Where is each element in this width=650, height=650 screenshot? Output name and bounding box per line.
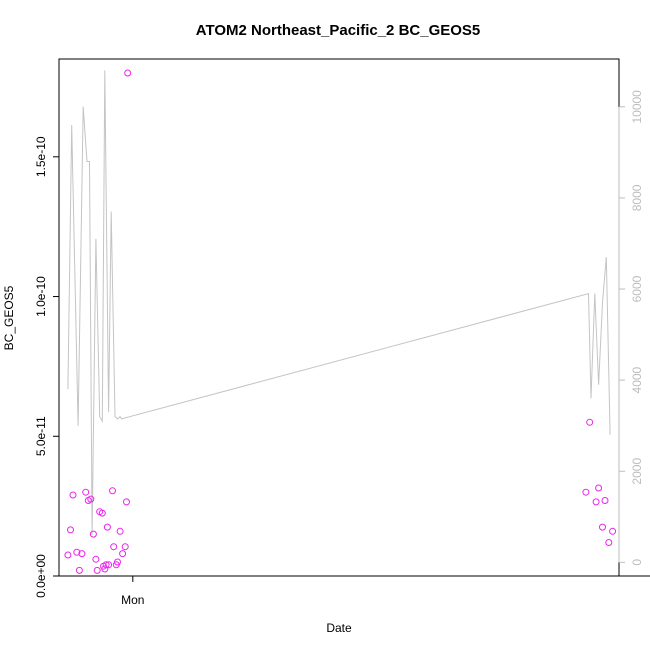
right-axis-tick-label: 2000 [630, 458, 644, 485]
data-point [82, 488, 90, 496]
left-axis: 0.0e+00 5.0e-11 1.0e-10 1.5e-10 [34, 136, 60, 598]
y-axis-label: BC_GEOS5 [2, 285, 16, 350]
data-point [105, 561, 113, 569]
data-point [89, 530, 97, 538]
data-point [114, 558, 121, 566]
left-axis-tick-label: 1.0e-10 [34, 276, 48, 317]
right-axis-tick-label: 10000 [630, 90, 644, 124]
left-axis-tick-label: 1.5e-10 [34, 136, 48, 177]
plot-frame [58, 58, 620, 577]
chart-title: ATOM2 Northeast_Pacific_2 BC_GEOS5 [196, 22, 481, 39]
bottom-axis-tick-label: Mon [121, 593, 144, 607]
points-layer [64, 69, 617, 574]
left-axis-tick-label: 5.0e-11 [34, 416, 48, 456]
data-point [599, 523, 606, 531]
data-point [119, 550, 127, 558]
altitude-line-layer [67, 70, 611, 536]
data-point [64, 551, 72, 559]
data-point [582, 488, 590, 496]
x-axis-label: Date [326, 621, 352, 635]
data-point [92, 555, 100, 563]
data-point [78, 550, 86, 558]
data-point [69, 491, 77, 499]
data-point [586, 418, 594, 426]
data-point [121, 543, 129, 551]
left-axis-tick-label: 0.0e+00 [34, 554, 48, 598]
right-axis-tick-label: 0 [630, 559, 644, 566]
data-point [103, 523, 111, 531]
data-point [98, 509, 106, 517]
data-point [605, 539, 613, 546]
data-point [109, 487, 116, 495]
data-point [601, 497, 609, 504]
data-point [73, 548, 81, 556]
data-point [67, 526, 74, 534]
data-point [93, 566, 101, 574]
data-point [110, 543, 118, 551]
right-axis-tick-label: 6000 [630, 275, 644, 302]
data-point [592, 498, 600, 506]
right-axis-tick-label: 8000 [630, 184, 644, 211]
bottom-axis: MonTue [121, 575, 650, 607]
data-point [75, 566, 83, 574]
data-point [595, 484, 603, 492]
data-point [101, 565, 109, 573]
right-axis: 0 2000 4000 6000 8000 10000 [618, 90, 644, 566]
data-point [116, 527, 124, 535]
data-point [609, 527, 617, 535]
data-point [87, 495, 95, 503]
data-point [123, 498, 130, 506]
right-axis-tick-label: 4000 [630, 366, 644, 393]
altitude-series-line [67, 70, 611, 536]
data-point [102, 561, 110, 569]
data-point [124, 69, 132, 77]
